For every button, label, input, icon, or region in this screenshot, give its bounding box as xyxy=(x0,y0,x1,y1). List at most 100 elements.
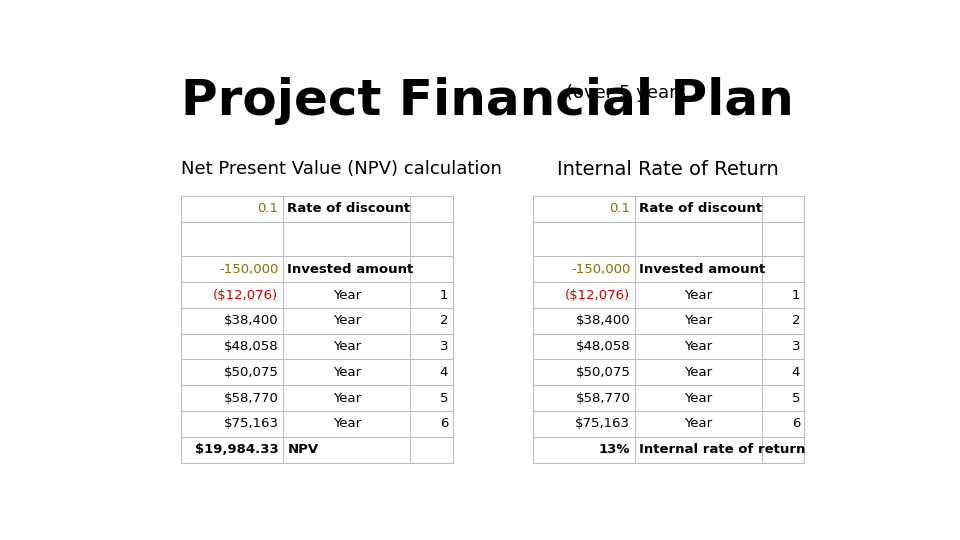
Bar xyxy=(635,282,762,308)
Text: Rate of discount: Rate of discount xyxy=(287,202,411,215)
Text: Year: Year xyxy=(332,340,361,353)
Bar xyxy=(411,308,452,334)
Bar xyxy=(181,411,283,437)
Text: Net Present Value (NPV) calculation: Net Present Value (NPV) calculation xyxy=(181,160,502,178)
Bar xyxy=(411,221,452,256)
Bar xyxy=(635,360,762,385)
Text: NPV: NPV xyxy=(287,443,319,456)
Text: Internal Rate of Return: Internal Rate of Return xyxy=(558,160,780,179)
Bar xyxy=(283,411,411,437)
Bar xyxy=(762,360,804,385)
Bar xyxy=(533,256,635,282)
Text: Year: Year xyxy=(332,314,361,327)
Bar xyxy=(283,282,411,308)
Bar xyxy=(283,196,411,221)
Bar xyxy=(762,411,804,437)
Bar xyxy=(283,437,411,463)
Bar xyxy=(411,385,452,411)
Bar xyxy=(762,385,804,411)
Text: $75,163: $75,163 xyxy=(575,417,631,430)
Bar xyxy=(533,221,635,256)
Text: Rate of discount: Rate of discount xyxy=(639,202,762,215)
Text: 1: 1 xyxy=(791,288,800,301)
Bar xyxy=(635,196,762,221)
Bar xyxy=(411,256,452,282)
Text: $48,058: $48,058 xyxy=(224,340,278,353)
Text: $48,058: $48,058 xyxy=(576,340,631,353)
Text: ($12,076): ($12,076) xyxy=(213,288,278,301)
Text: Year: Year xyxy=(684,417,712,430)
Bar xyxy=(181,256,283,282)
Text: -150,000: -150,000 xyxy=(219,263,278,276)
Bar xyxy=(181,221,283,256)
Text: $75,163: $75,163 xyxy=(224,417,278,430)
Bar xyxy=(635,385,762,411)
Text: $50,075: $50,075 xyxy=(224,366,278,379)
Bar xyxy=(533,385,635,411)
Text: $58,770: $58,770 xyxy=(575,392,631,404)
Bar xyxy=(411,334,452,360)
Bar xyxy=(533,196,635,221)
Text: Internal rate of return: Internal rate of return xyxy=(639,443,805,456)
Bar xyxy=(533,282,635,308)
Bar xyxy=(762,196,804,221)
Bar xyxy=(283,256,411,282)
Bar xyxy=(635,308,762,334)
Text: Year: Year xyxy=(684,366,712,379)
Bar xyxy=(762,437,804,463)
Bar xyxy=(533,437,635,463)
Bar xyxy=(181,360,283,385)
Text: 2: 2 xyxy=(440,314,448,327)
Text: $58,770: $58,770 xyxy=(224,392,278,404)
Text: Project Financial Plan: Project Financial Plan xyxy=(181,77,794,125)
Bar xyxy=(635,437,762,463)
Text: $38,400: $38,400 xyxy=(224,314,278,327)
Text: Year: Year xyxy=(332,392,361,404)
Text: $38,400: $38,400 xyxy=(576,314,631,327)
Bar xyxy=(283,334,411,360)
Text: Year: Year xyxy=(684,392,712,404)
Text: 6: 6 xyxy=(440,417,448,430)
Bar xyxy=(283,308,411,334)
Bar xyxy=(411,360,452,385)
Bar xyxy=(533,360,635,385)
Bar xyxy=(181,385,283,411)
Bar xyxy=(762,334,804,360)
Text: 4: 4 xyxy=(792,366,800,379)
Text: Year: Year xyxy=(332,417,361,430)
Bar xyxy=(762,308,804,334)
Bar xyxy=(635,221,762,256)
Text: Year: Year xyxy=(684,340,712,353)
Bar xyxy=(533,411,635,437)
Bar xyxy=(533,334,635,360)
Text: $19,984.33: $19,984.33 xyxy=(195,443,278,456)
Bar xyxy=(411,437,452,463)
Bar xyxy=(181,308,283,334)
Text: -150,000: -150,000 xyxy=(571,263,631,276)
Text: Year: Year xyxy=(332,366,361,379)
Bar xyxy=(181,282,283,308)
Bar xyxy=(411,196,452,221)
Text: Year: Year xyxy=(684,314,712,327)
Bar xyxy=(762,256,804,282)
Text: 5: 5 xyxy=(440,392,448,404)
Text: (over 5 years ): (over 5 years ) xyxy=(566,84,699,102)
Text: 4: 4 xyxy=(440,366,448,379)
Bar xyxy=(762,221,804,256)
Bar xyxy=(762,282,804,308)
Bar xyxy=(635,256,762,282)
Text: 3: 3 xyxy=(791,340,800,353)
Bar xyxy=(283,221,411,256)
Text: 3: 3 xyxy=(440,340,448,353)
Text: Year: Year xyxy=(684,288,712,301)
Text: Invested amount: Invested amount xyxy=(287,263,414,276)
Bar xyxy=(635,411,762,437)
Text: 13%: 13% xyxy=(599,443,631,456)
Bar xyxy=(411,282,452,308)
Text: 6: 6 xyxy=(792,417,800,430)
Bar xyxy=(181,334,283,360)
Text: Year: Year xyxy=(332,288,361,301)
Bar xyxy=(181,437,283,463)
Bar xyxy=(283,385,411,411)
Text: 5: 5 xyxy=(791,392,800,404)
